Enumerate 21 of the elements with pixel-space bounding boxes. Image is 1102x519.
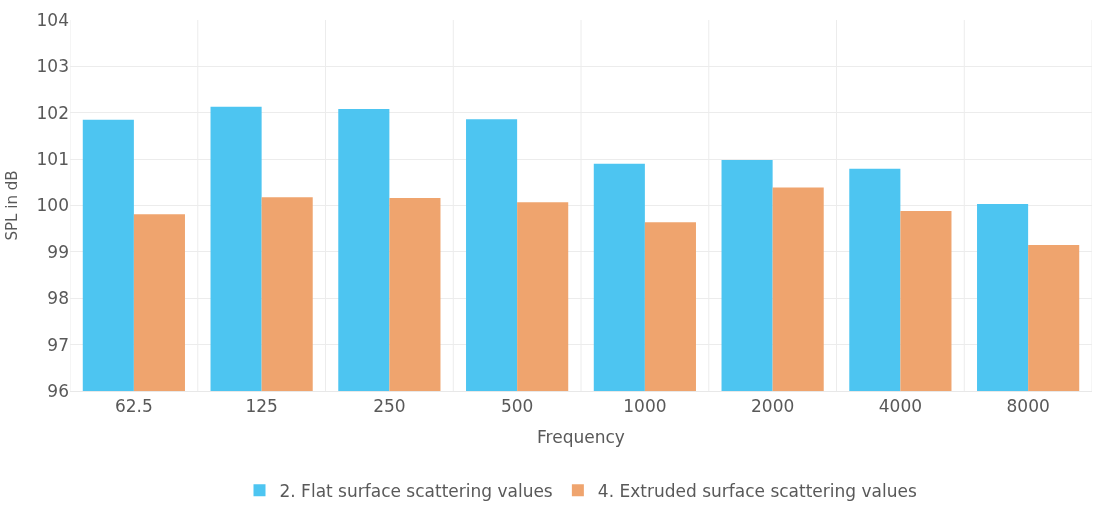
- y-tick-label: 97: [47, 334, 69, 355]
- y-tick-label: 96: [47, 380, 69, 401]
- legend-label: 2. Flat surface scattering values: [279, 480, 553, 501]
- x-tick-label: 2000: [751, 396, 795, 417]
- x-tick-label: 250: [373, 396, 406, 417]
- x-tick-label: 125: [245, 396, 278, 417]
- x-tick-label: 500: [500, 396, 534, 417]
- x-tick-label: 4000: [878, 396, 923, 417]
- y-tick-label: 103: [36, 56, 69, 77]
- y-tick-label: 101: [36, 149, 69, 170]
- x-tick-label: 1000: [623, 396, 667, 417]
- x-tick-label: 8000: [1006, 396, 1050, 417]
- y-tick-label: 102: [36, 102, 69, 123]
- legend-label: 4. Extruded surface scattering values: [597, 480, 917, 501]
- y-tick-label: 99: [47, 241, 69, 262]
- y-tick-label: 100: [36, 195, 69, 216]
- y-tick-label: 104: [36, 9, 69, 30]
- x-tick-label: 62.5: [114, 396, 153, 417]
- y-tick-label: 98: [47, 288, 69, 309]
- y-axis-title: SPL in dB: [2, 170, 21, 241]
- x-axis-title: Frequency: [537, 426, 625, 447]
